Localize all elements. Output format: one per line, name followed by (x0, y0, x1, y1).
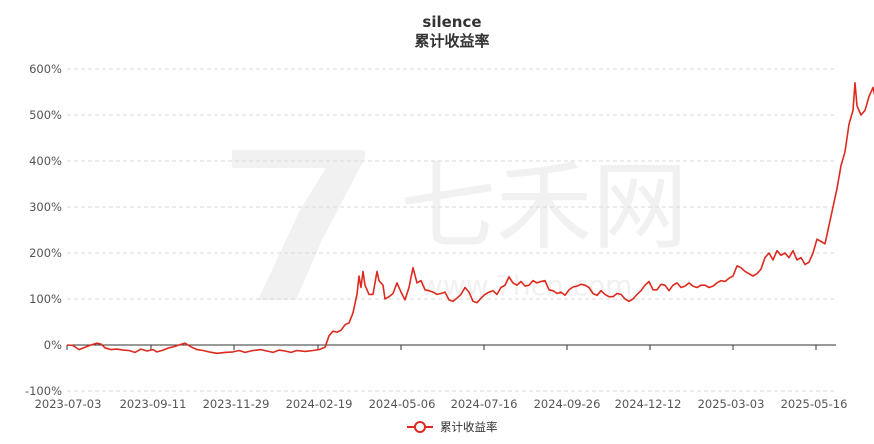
y-tick-label: 300% (29, 200, 62, 214)
x-tick-label: 2023-09-11 (120, 397, 187, 411)
y-tick-label: 100% (29, 292, 62, 306)
watermark: 七禾网 www.7hcn.com (232, 150, 688, 302)
x-tick-label: 2024-07-16 (451, 397, 518, 411)
x-tick-label: 2023-07-03 (35, 397, 102, 411)
y-tick-label: 200% (29, 246, 62, 260)
grid-lines (67, 68, 836, 392)
chart-subtitle: 累计收益率 (414, 32, 489, 50)
x-tick-label: 2024-05-06 (369, 397, 436, 411)
y-tick-label: 500% (29, 108, 62, 122)
legend-marker-icon (414, 421, 426, 433)
x-tick-label: 2024-09-26 (534, 397, 601, 411)
x-axis: 2023-07-03 2023-09-11 2023-11-29 2024-02-19… (35, 344, 848, 411)
chart-title: silence (422, 13, 481, 31)
y-tick-label: -100% (25, 384, 62, 398)
x-tick-label: 2024-02-19 (286, 397, 353, 411)
legend[interactable]: 累计收益率 (407, 420, 498, 434)
x-tick-label: 2024-12-12 (615, 397, 682, 411)
y-axis-tick-labels: -100% 0% 100% 200% 300% 400% 500% 600% (25, 62, 62, 398)
legend-label: 累计收益率 (440, 420, 498, 434)
y-tick-label: 0% (44, 338, 62, 352)
watermark-logo-icon (232, 150, 366, 300)
x-tick-label: 2025-05-16 (781, 397, 848, 411)
x-tick-label: 2023-11-29 (203, 397, 270, 411)
series-layer (66, 82, 874, 355)
series-line (66, 82, 874, 355)
y-tick-label: 400% (29, 154, 62, 168)
x-tick-label: 2025-03-03 (698, 397, 765, 411)
y-tick-label: 600% (29, 62, 62, 76)
